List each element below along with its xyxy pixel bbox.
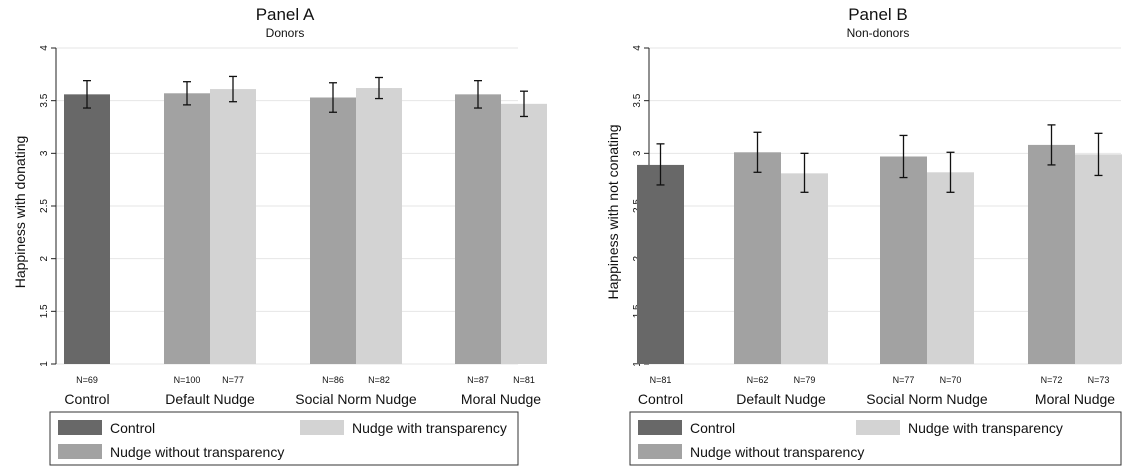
- panel-b-bar: [734, 152, 781, 364]
- panel-b-n-label: N=79: [794, 375, 816, 385]
- panel-a-bar: [501, 103, 547, 365]
- panel-a-bar: [310, 97, 356, 365]
- panel-b-bar: [1028, 144, 1075, 364]
- panel-a-legend: Control Nudge with transparency Nudge with…: [49, 411, 519, 466]
- panel-b-bar: [880, 156, 927, 364]
- panel-b-n-label: N=77: [893, 375, 915, 385]
- panel-a-legend-key: [58, 444, 102, 459]
- panel-b-n-label: N=73: [1088, 375, 1110, 385]
- panel-a: Panel A Donors Happiness with donating 1…: [12, 5, 547, 466]
- panel-a-n-label: N=69: [76, 375, 98, 385]
- panel-a-legend-label: Nudge with transparency: [352, 420, 507, 436]
- panel-b-n-label: N=81: [650, 375, 672, 385]
- panel-a-y-tick-label: 3: [39, 150, 50, 156]
- panel-a-bar: [64, 94, 110, 364]
- panel-b-bar: [1075, 154, 1122, 364]
- panel-b-subtitle: Non-donors: [847, 26, 910, 40]
- panel-b-category-label: Moral Nudge: [1035, 391, 1115, 407]
- panel-b-legend-label: Nudge with transparency: [908, 420, 1063, 436]
- panel-b-legend-label: Nudge without transparency: [690, 444, 864, 460]
- panel-a-y-tick-label: 1: [39, 361, 50, 367]
- panel-b-n-label: N=70: [940, 375, 962, 385]
- panel-a-subtitle: Donors: [266, 26, 305, 40]
- panel-b-y-tick-label: 3.5: [632, 93, 643, 107]
- panel-a-n-label: N=100: [174, 375, 201, 385]
- panel-a-y-tick-label: 3.5: [39, 93, 50, 107]
- panel-b-bar: [927, 172, 974, 364]
- panel-a-n-label: N=87: [467, 375, 489, 385]
- panel-b-legend: Control Nudge with transparency Nudge with…: [629, 411, 1122, 466]
- panel-b-category-label: Control: [638, 391, 683, 407]
- panel-b-title: Panel B: [848, 5, 908, 24]
- panel-b-legend-label: Control: [690, 420, 735, 436]
- panel-a-category-label: Moral Nudge: [461, 391, 541, 407]
- panel-b-y-tick-label: 4: [632, 45, 643, 51]
- panel-a-legend-label: Control: [110, 420, 155, 436]
- panel-a-legend-box: [49, 411, 519, 466]
- panel-a-bar: [455, 94, 501, 364]
- panel-b-y-axis-label: Happiness with not conating: [605, 124, 621, 299]
- panel-b-legend-key: [638, 444, 682, 459]
- panel-a-n-label: N=82: [368, 375, 390, 385]
- panel-b-legend-key: [856, 420, 900, 435]
- panel-b-bar: [637, 164, 684, 364]
- panel-a-y-tick-label: 4: [39, 45, 50, 51]
- panel-a-legend-label: Nudge without transparency: [110, 444, 284, 460]
- panel-a-legend-key: [300, 420, 344, 435]
- panel-a-y-axis-label: Happiness with donating: [12, 136, 28, 289]
- panel-a-bar: [356, 88, 402, 364]
- panel-b-legend-key: [638, 420, 682, 435]
- panel-a-category-label: Control: [64, 391, 109, 407]
- panel-a-legend-key: [58, 420, 102, 435]
- panel-a-bar: [210, 89, 256, 364]
- panel-a-n-label: N=77: [222, 375, 244, 385]
- panel-b-n-label: N=62: [747, 375, 769, 385]
- panel-a-y-tick-label: 1.5: [39, 304, 50, 318]
- panel-a-n-label: N=86: [322, 375, 344, 385]
- panel-b-n-label: N=72: [1041, 375, 1063, 385]
- panel-a-n-label: N=81: [513, 375, 535, 385]
- panel-b-y-tick-label: 3: [632, 150, 643, 156]
- panel-a-category-label: Social Norm Nudge: [295, 391, 417, 407]
- panel-a-y-tick-label: 2.5: [39, 199, 50, 213]
- panel-a-title: Panel A: [256, 5, 315, 24]
- panel-b: Panel B Non-donors Happiness with not co…: [605, 5, 1122, 466]
- panel-b-category-label: Social Norm Nudge: [866, 391, 988, 407]
- panel-b-bar: [781, 173, 828, 364]
- panel-a-bar: [164, 93, 210, 364]
- panel-b-category-label: Default Nudge: [736, 391, 826, 407]
- panel-a-category-label: Default Nudge: [165, 391, 255, 407]
- panel-a-y-tick-label: 2: [39, 255, 50, 261]
